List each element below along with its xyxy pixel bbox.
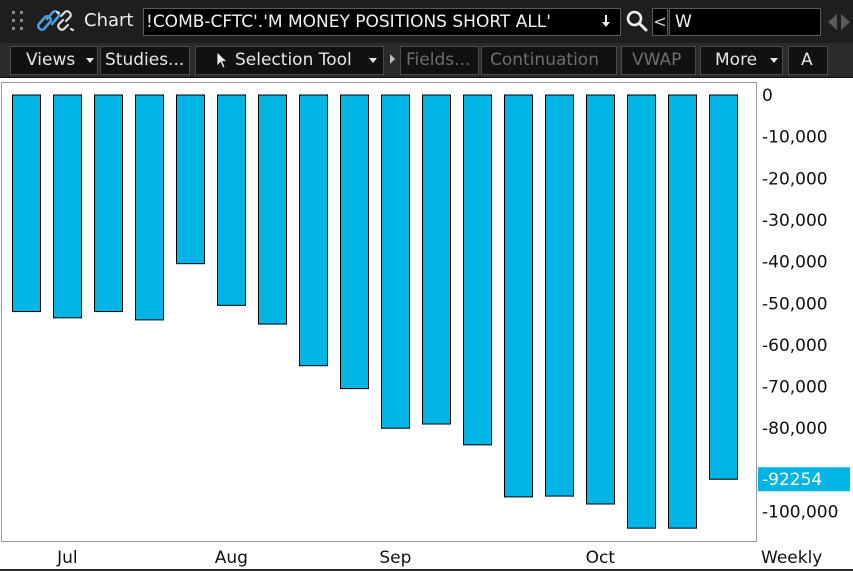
window-title: Chart (84, 10, 134, 31)
y-tick-label: -60,000 (762, 336, 828, 356)
x-axis: Jul Aug Sep Oct Weekly (56, 548, 822, 568)
x-tick-label: Oct (586, 548, 616, 568)
bar (545, 94, 574, 497)
bar (340, 94, 369, 390)
bar (12, 94, 41, 313)
bar (381, 94, 410, 429)
aggregation-text: W (675, 12, 692, 32)
x-tick-label: Jul (56, 548, 78, 568)
x-tick-label: Sep (379, 548, 411, 568)
title-bar: Chart !COMB-CFTC'.'M MONEY POSITIONS SHO… (0, 0, 853, 43)
symbol-text: !COMB-CFTC'.'M MONEY POSITIONS SHORT ALL… (146, 12, 551, 32)
more-button[interactable]: More (700, 46, 783, 75)
y-tick-label: -10,000 (762, 128, 828, 148)
overflow-label: A (801, 50, 813, 70)
y-tick-label: 0 (762, 86, 773, 106)
chevron-down-icon (770, 58, 778, 63)
bar (217, 94, 246, 306)
scroll-left-icon[interactable] (828, 14, 837, 30)
bar (258, 94, 287, 325)
y-tick-label: -100,000 (762, 503, 838, 523)
bars-group (12, 94, 738, 529)
aggregation-input[interactable]: W (669, 8, 821, 36)
y-tick-label: -40,000 (762, 253, 828, 273)
drag-handle-icon[interactable] (12, 11, 26, 31)
views-label: Views (26, 50, 76, 70)
y-tick-label: -30,000 (762, 211, 828, 231)
y-axis: 0 -10,000 -20,000 -30,000 -40,000 -50,000 -60,… (762, 86, 838, 523)
y-tick-label: -50,000 (762, 294, 828, 314)
views-button[interactable]: Views (10, 46, 98, 75)
bar (299, 94, 328, 367)
current-value-badge (758, 467, 850, 492)
selection-tool-label: Selection Tool (235, 50, 352, 70)
studies-label: Studies... (105, 50, 185, 70)
current-value-group: -92254 (758, 467, 850, 492)
y-tick-label: -20,000 (762, 169, 828, 189)
selection-tool-button[interactable]: Selection Tool (195, 46, 384, 75)
fields-label: Fields... (406, 50, 471, 70)
y-tick-label: -70,000 (762, 378, 828, 398)
continuation-button[interactable]: Continuation (481, 46, 617, 75)
compare-button[interactable]: < (652, 8, 668, 36)
fields-button[interactable]: Fields... (400, 46, 479, 75)
bar (709, 94, 738, 480)
bottom-border (0, 569, 853, 571)
bar (94, 94, 123, 313)
link-icon[interactable] (36, 10, 78, 32)
period-label: Weekly (761, 548, 822, 568)
symbol-input[interactable]: !COMB-CFTC'.'M MONEY POSITIONS SHORT ALL… (143, 8, 621, 36)
current-value-label: -92254 (762, 470, 822, 490)
y-tick-label: -80,000 (762, 419, 828, 439)
chevron-down-icon (369, 58, 377, 63)
bar (176, 94, 205, 265)
search-icon[interactable] (625, 9, 649, 33)
continuation-label: Continuation (490, 50, 599, 70)
bar (504, 94, 533, 498)
more-label: More (715, 50, 758, 70)
x-tick-label: Aug (215, 548, 248, 568)
bar (422, 94, 451, 425)
cursor-arrow-icon (216, 51, 228, 69)
bar (668, 94, 697, 529)
bar (53, 94, 82, 319)
bar (463, 94, 492, 446)
chart-toolbar: Views Studies... Selection Tool Fields..… (0, 43, 853, 78)
chevron-right-icon (390, 54, 395, 64)
chevron-down-icon (86, 58, 94, 63)
bar (135, 94, 164, 321)
overflow-button[interactable]: A (788, 46, 828, 75)
bar (586, 94, 615, 505)
studies-button[interactable]: Studies... (100, 46, 190, 75)
bar (627, 94, 656, 529)
vwap-button[interactable]: VWAP (621, 46, 696, 75)
vwap-label: VWAP (632, 50, 682, 70)
scroll-right-icon[interactable] (841, 14, 850, 30)
download-arrow-icon[interactable] (600, 12, 612, 32)
